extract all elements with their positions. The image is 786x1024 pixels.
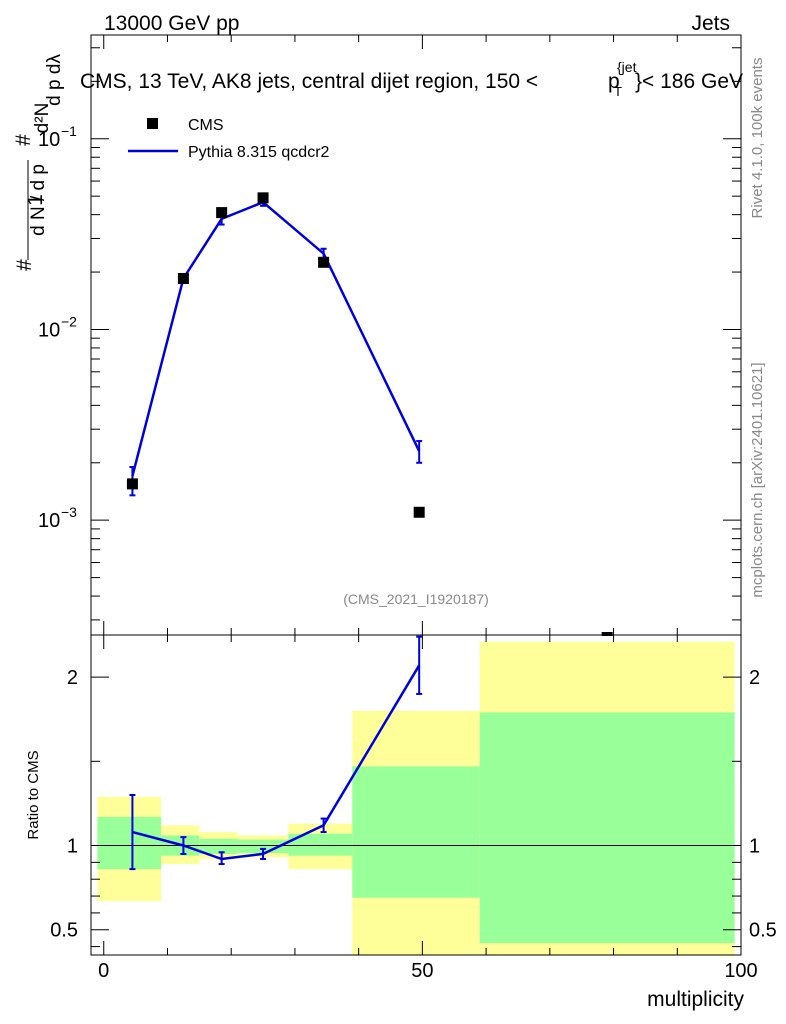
ratio-xtick-label: 0 [98,960,109,982]
main-series [126,192,613,636]
main-panel-frame [90,34,742,636]
ratio-ytick-label-right: 2 [749,667,760,689]
cms-point [126,478,138,490]
ratio-ytick-label-right: 1 [749,836,760,858]
watermark: (CMS_2021_I1920187) [343,591,489,607]
ratio-xlabel: multiplicity [647,988,744,1011]
ylabel-numer: d²N [32,103,53,134]
cms-point [257,192,269,204]
main-ylabel: # 1 d N / d p # d²N d p dλ [12,54,65,271]
ratio-ylabel: Ratio to CMS [25,750,42,839]
ratio-axes: 0.5 0.5 1 1 2 2 0 50 100 [50,635,777,982]
ylabel-dn-dpt: d N / d p [28,164,49,236]
main-ytick-label: 10 [38,319,60,341]
ratio-band-inner [479,712,735,944]
cms-point [177,273,189,285]
cms-point [318,256,330,268]
main-axes: 10−110−210−3 [38,35,742,635]
ratio-band-inner [288,833,353,856]
legend: CMS Pythia 8.315 qcdcr2 [128,117,330,161]
main-ytick-label: 10 [38,129,60,151]
main-title-end: }< 186 GeV [635,70,743,93]
ratio-xtick-label: 50 [411,960,433,982]
cms-point [216,207,228,219]
main-ytick-label-exp: −1 [61,123,77,139]
ratio-ytick-label-left: 0.5 [50,920,78,942]
main-title: CMS, 13 TeV, AK8 jets, central dijet reg… [80,59,743,99]
ylabel-one: 1 [24,194,47,206]
ratio-band-inner [352,766,480,898]
ratio-ytick-label-left: 2 [67,667,78,689]
mcplots-label: mcplots.cern.ch [arXiv:2401.10621] [749,362,766,597]
ratio-ytick-label-right: 0.5 [749,920,777,942]
main-title-text: CMS, 13 TeV, AK8 jets, central dijet reg… [80,70,538,93]
header-right: Jets [691,12,730,35]
ratio-band-inner [199,838,238,854]
header-left: 13000 GeV pp [104,12,239,35]
main-title-pt: p [608,70,620,93]
ratio-band-inner [97,816,162,870]
cms-point [413,506,425,518]
ratio-ytick-label-left: 1 [67,836,78,858]
main-ytick-label-exp: −3 [61,504,77,520]
rivet-label: Rivet 4.1.0, 100k events [749,58,766,219]
legend-label-cms: CMS [188,117,224,134]
ratio-panel-frame [90,634,742,956]
main-ytick-label: 10 [38,510,60,532]
ratio-mc-line [132,664,421,861]
ratio-bands [91,641,741,955]
main-title-sup: {jet [617,59,637,75]
ratio-series [129,635,423,871]
ratio-xtick-label: 100 [724,960,757,982]
ylabel-hash-2: # [13,259,36,271]
legend-marker-cms [147,118,158,129]
mc-line [131,200,421,477]
ratio-band-inner [237,839,289,854]
main-ytick-label-exp: −2 [61,313,77,329]
ylabel-hash-1: # [12,134,35,146]
cms-point [601,632,613,636]
ylabel-dpt-dl: d p dλ [44,54,65,106]
legend-label-mc: Pythia 8.315 qcdcr2 [188,144,330,161]
main-title-sub: T [614,84,622,99]
